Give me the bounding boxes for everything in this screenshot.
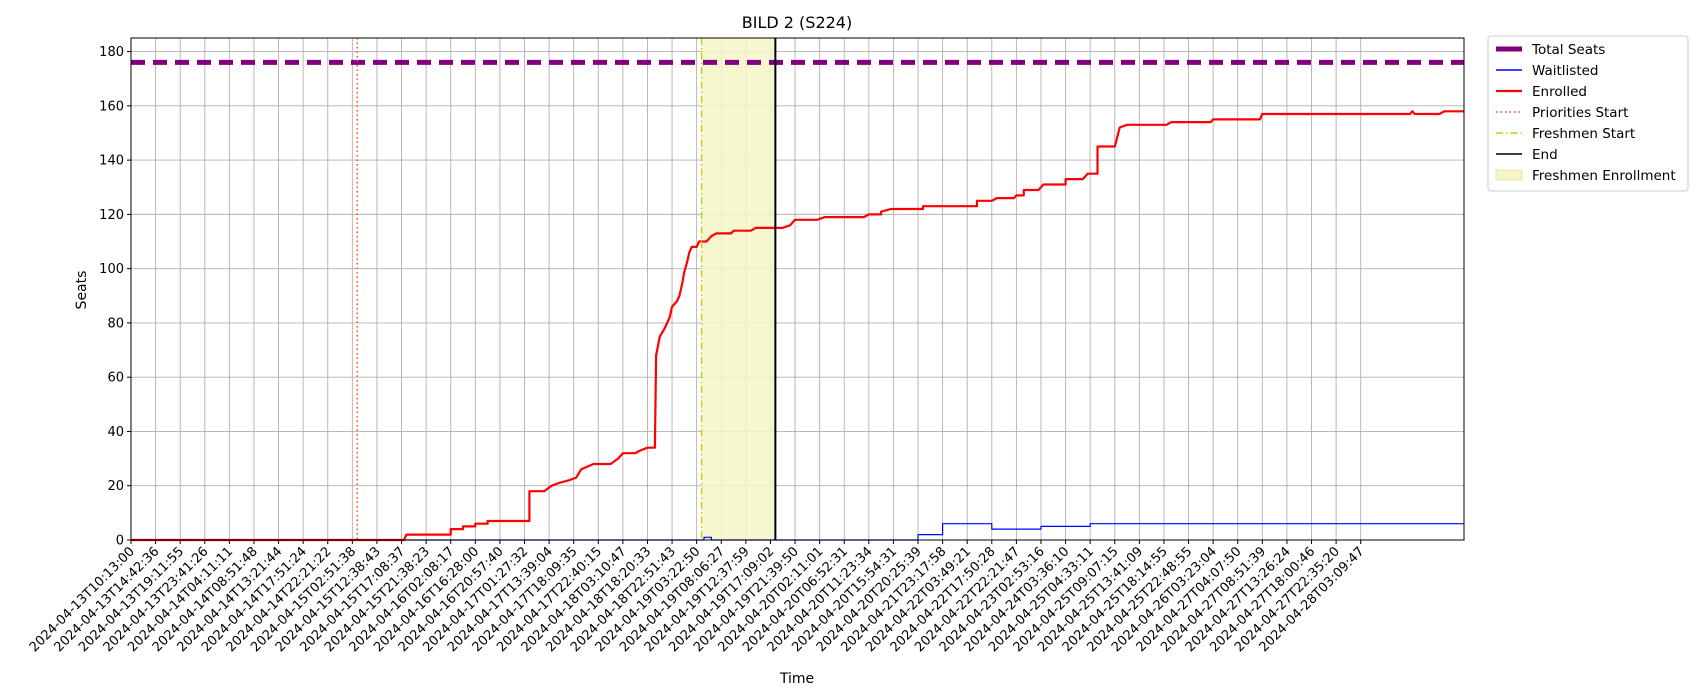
shaded-regions (701, 38, 776, 540)
y-tick-label: 180 (99, 45, 124, 60)
legend-swatch (1495, 169, 1523, 181)
y-tick-label: 140 (99, 154, 124, 169)
y-tick-label: 0 (116, 534, 124, 549)
y-tick-label: 40 (107, 425, 124, 440)
y-tick-label: 60 (107, 371, 124, 386)
legend-label: Freshmen Enrollment (1532, 168, 1676, 184)
y-tick-label: 80 (107, 316, 124, 331)
legend-frame (1487, 35, 1689, 192)
vertical-markers (356, 38, 777, 540)
y-tick-label: 120 (99, 208, 124, 223)
series-line (131, 110, 1464, 542)
legend-label: Priorities Start (1532, 105, 1628, 121)
gridlines (130, 38, 1464, 541)
legend-label: Enrolled (1532, 84, 1587, 100)
legend: Total Seats Waitlisted Enrolled Priorities … (1487, 35, 1689, 192)
legend-label: Waitlisted (1532, 63, 1599, 79)
y-axis-title: Seats (74, 271, 90, 310)
plot-area-frame (130, 37, 1465, 541)
shaded-region (701, 38, 776, 540)
y-tick-label: 20 (107, 479, 124, 494)
x-axis-title: Time (779, 671, 814, 687)
series-line (131, 523, 1464, 541)
y-tick-label: 100 (99, 262, 124, 277)
legend-label: Total Seats (1531, 42, 1605, 58)
y-axis: 0 20 40 60 80 100 120 140 160 180 (99, 45, 131, 549)
chart-title: BILD 2 (S224) (742, 13, 852, 32)
legend-label: End (1532, 147, 1558, 163)
legend-label: Freshmen Start (1532, 126, 1635, 142)
series-lines (131, 59, 1464, 542)
y-tick-label: 160 (99, 99, 124, 114)
x-axis: 2024-04-13T10:13:002024-04-13T14:42:3620… (27, 540, 1368, 655)
